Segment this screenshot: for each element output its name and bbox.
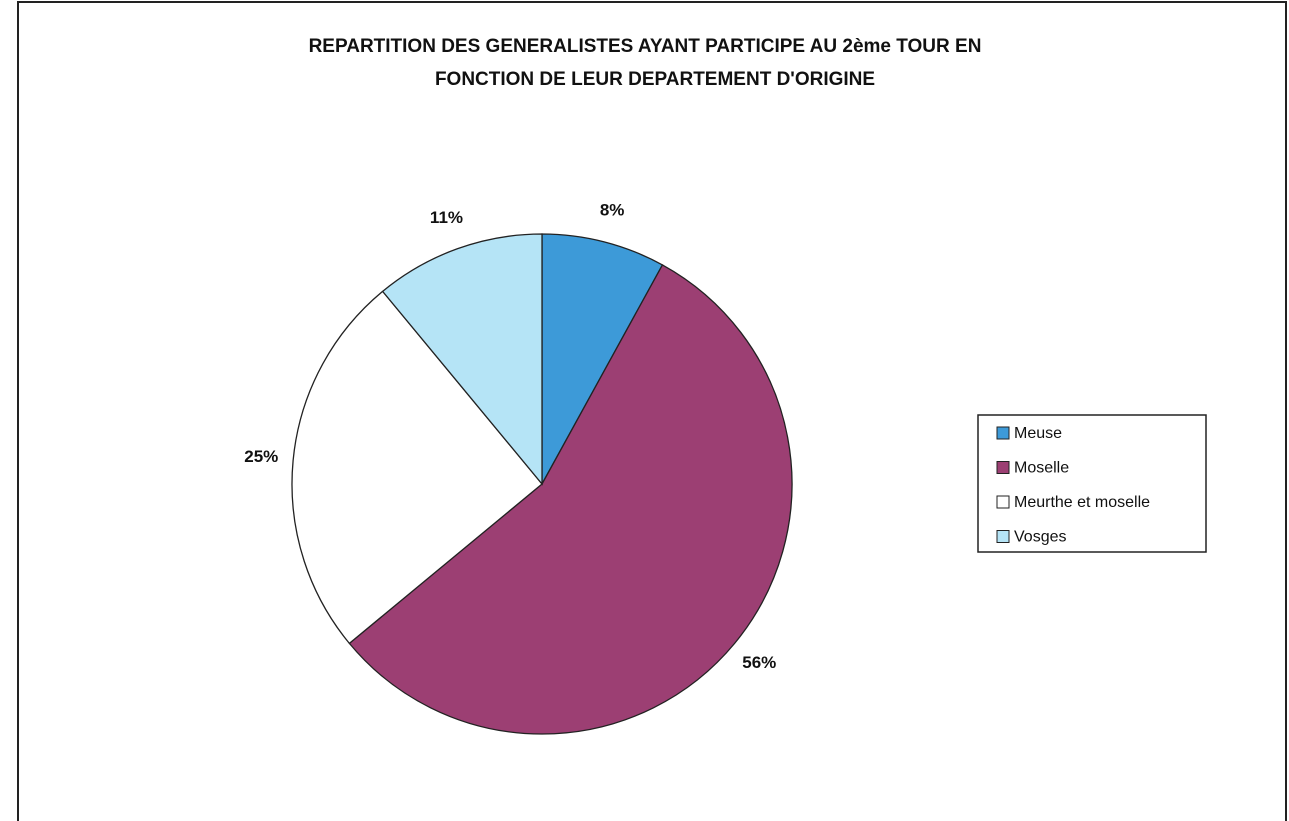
legend-label: Vosges bbox=[1014, 529, 1066, 546]
legend-swatch bbox=[996, 530, 1010, 543]
chart-title: REPARTITION DES GENERALISTES AYANT PARTI… bbox=[309, 36, 982, 57]
data-label: 8% bbox=[600, 200, 625, 219]
legend-label: Meurthe et moselle bbox=[1014, 494, 1150, 511]
chart-title: FONCTION DE LEUR DEPARTEMENT D'ORIGINE bbox=[435, 69, 875, 90]
data-label: 56% bbox=[742, 653, 776, 672]
pie-slice bbox=[291, 290, 543, 645]
legend-box bbox=[977, 414, 1207, 553]
data-label: 25% bbox=[244, 447, 278, 466]
legend-swatch bbox=[996, 461, 1010, 474]
legend-swatch bbox=[996, 426, 1010, 440]
legend-label: Meuse bbox=[1014, 425, 1062, 442]
pie-slice bbox=[541, 233, 664, 485]
legend-swatch bbox=[996, 495, 1010, 509]
data-label: 11% bbox=[430, 208, 463, 227]
pie-slice bbox=[381, 233, 543, 486]
pie-slice bbox=[348, 264, 793, 735]
legend-label: Moselle bbox=[1014, 460, 1069, 477]
